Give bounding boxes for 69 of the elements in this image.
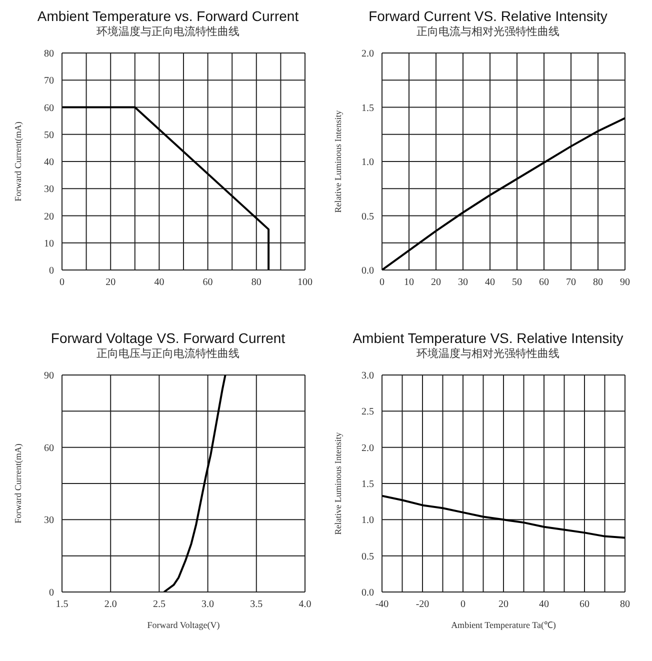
- y-tick-label: 70: [44, 76, 54, 87]
- y-axis-title: Relative Luminous Intensity: [333, 110, 344, 213]
- y-axis-title: Forward Current(mA): [13, 122, 24, 202]
- y-tick-label: 2.5: [362, 406, 374, 418]
- line-series: [382, 494, 625, 539]
- chart-title: Ambient Temperature vs. Forward Current: [36, 8, 300, 24]
- y-tick-label: 1.0: [362, 515, 374, 526]
- x-tick-label: 80: [620, 599, 630, 610]
- y-tick-label: 90: [44, 370, 54, 382]
- x-tick-label: 0: [460, 599, 466, 610]
- y-tick-label: 20: [44, 211, 54, 222]
- x-axis-title: Forward Voltage(V): [147, 620, 220, 630]
- y-tick-label: 80: [44, 48, 54, 60]
- chart-subtitle: 正向电流与相对光强特性曲线: [416, 24, 560, 39]
- x-tick-label: 0: [60, 277, 64, 288]
- x-tick-label: 20: [431, 277, 441, 288]
- y-tick-label: 30: [44, 515, 54, 526]
- y-tick-label: 0.5: [362, 211, 374, 222]
- y-tick-label: 10: [44, 238, 54, 250]
- y-tick-label: 1.0: [362, 157, 374, 168]
- y-tick-label: 60: [44, 442, 54, 454]
- y-axis-title: Relative Luminous Intensity: [333, 432, 344, 535]
- x-tick-label: 2.0: [104, 599, 117, 610]
- line-series: [163, 375, 226, 592]
- y-tick-label: 60: [44, 102, 54, 114]
- y-tick-label: 0.0: [362, 266, 374, 277]
- x-tick-label: 3.5: [250, 599, 263, 610]
- x-tick-label: 80: [251, 277, 262, 288]
- y-tick-label: 2.0: [362, 48, 374, 60]
- chart-subtitle: 正向电压与正向电流特性曲线: [96, 346, 240, 361]
- chart-title: Ambient Temperature VS. Relative Intensity: [352, 330, 624, 346]
- y-tick-label: 0: [49, 588, 54, 599]
- chart-title: Forward Voltage VS. Forward Current: [50, 330, 286, 346]
- x-tick-label: 90: [620, 277, 630, 288]
- x-tick-label: 40: [539, 599, 549, 610]
- y-tick-label: 2.0: [362, 442, 374, 454]
- y-tick-label: 30: [44, 184, 54, 196]
- y-tick-label: 0: [49, 266, 54, 277]
- x-tick-label: 20: [498, 599, 508, 610]
- x-tick-label: 100: [298, 277, 312, 288]
- y-tick-label: 3.0: [362, 370, 374, 382]
- x-tick-label: 4.0: [298, 599, 312, 610]
- x-tick-label: 80: [593, 277, 603, 288]
- y-tick-label: 1.5: [362, 102, 374, 114]
- x-tick-label: 3.0: [202, 599, 214, 610]
- x-tick-label: 10: [404, 277, 414, 288]
- y-tick-label: 40: [44, 157, 54, 168]
- x-tick-label: 2.5: [152, 599, 166, 610]
- chart-subtitle: 环境温度与正向电流特性曲线: [96, 24, 240, 39]
- x-tick-label: 60: [202, 277, 213, 288]
- x-tick-label: 20: [106, 277, 116, 288]
- x-tick-label: -20: [416, 599, 430, 610]
- y-axis-title: Forward Current(mA): [13, 444, 24, 524]
- chart-title: Forward Current VS. Relative Intensity: [368, 8, 608, 24]
- x-tick-label: 40: [485, 277, 495, 288]
- x-tick-label: -40: [375, 599, 389, 610]
- x-tick-label: 60: [580, 599, 590, 610]
- y-tick-label: 0.5: [362, 551, 374, 562]
- x-tick-label: 70: [566, 277, 576, 288]
- x-tick-label: 30: [458, 277, 468, 288]
- x-tick-label: 0: [380, 277, 384, 288]
- y-tick-label: 50: [44, 130, 54, 141]
- y-tick-label: 1.5: [362, 479, 374, 490]
- x-tick-label: 40: [154, 277, 164, 288]
- x-tick-label: 60: [539, 277, 549, 288]
- chart-subtitle: 环境温度与相对光强特性曲线: [416, 346, 560, 361]
- y-tick-label: 0.0: [362, 588, 374, 599]
- x-axis-title: Ambient Temperature Ta(℃): [451, 620, 556, 630]
- x-tick-label: 50: [512, 277, 522, 288]
